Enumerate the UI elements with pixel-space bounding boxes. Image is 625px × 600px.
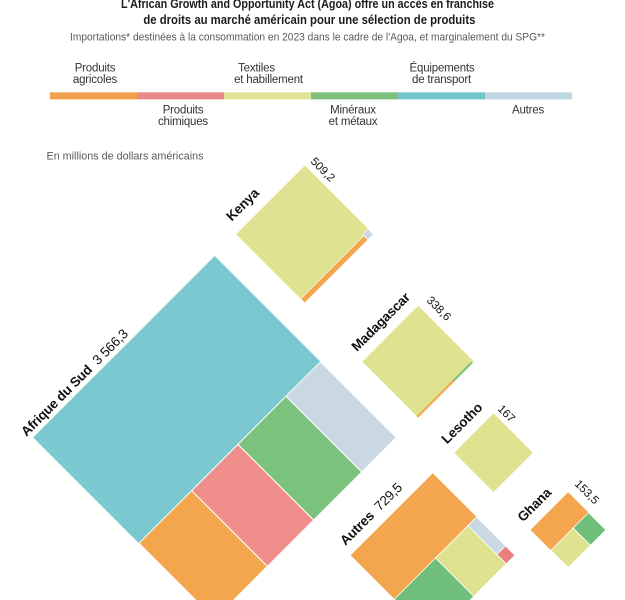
svg-text:et habillement: et habillement [234, 74, 304, 86]
svg-text:Importations* destinées à la c: Importations* destinées à la consommatio… [70, 32, 546, 44]
svg-text:Équipements: Équipements [410, 62, 475, 75]
svg-text:Minéraux: Minéraux [330, 105, 376, 117]
svg-text:En millions de dollars américa: En millions de dollars américains [47, 151, 204, 163]
svg-text:chimiques: chimiques [158, 116, 208, 128]
svg-text:et métaux: et métaux [329, 116, 378, 128]
svg-text:de transport: de transport [412, 74, 472, 86]
svg-text:Produits: Produits [75, 63, 116, 75]
svg-text:agricoles: agricoles [73, 74, 118, 86]
svg-text:Produits: Produits [163, 105, 204, 117]
svg-text:de droits au marché américain: de droits au marché américain pour une s… [143, 12, 475, 27]
svg-text:L'African Growth and Opportuni: L'African Growth and Opportunity Act (Ag… [121, 0, 494, 11]
svg-text:Autres: Autres [512, 105, 544, 117]
svg-text:Textiles: Textiles [238, 63, 275, 75]
